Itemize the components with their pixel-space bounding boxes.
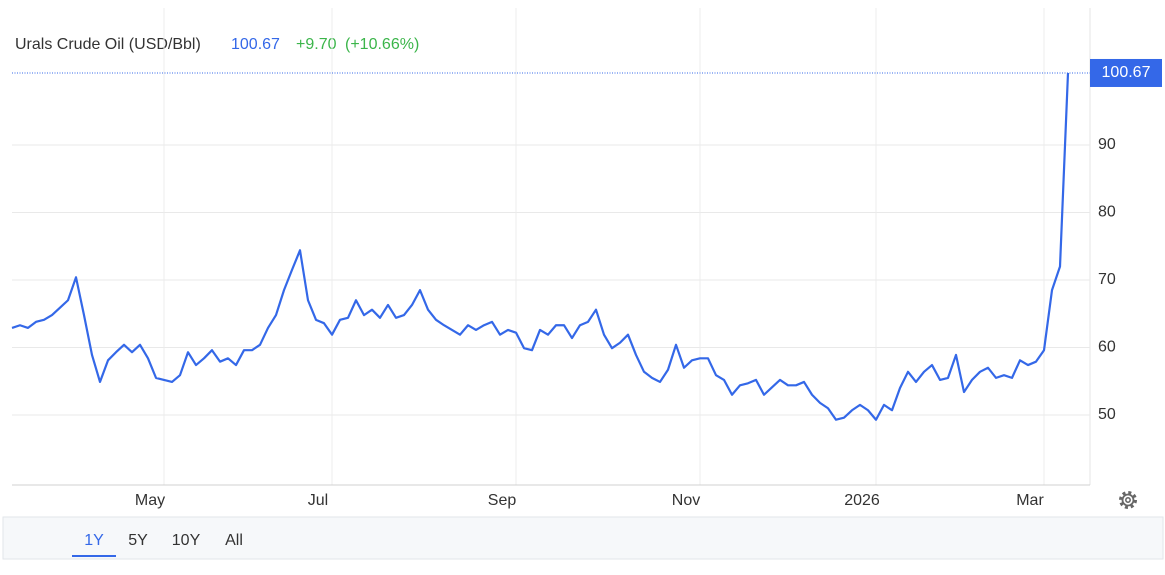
last-value-tag: [1090, 58, 1162, 87]
last-value-tag-label: 100.67: [1102, 64, 1151, 81]
y-tick-label: 70: [1098, 271, 1116, 288]
range-button[interactable]: 1Y: [84, 532, 104, 549]
settings-icon[interactable]: [1119, 491, 1137, 509]
x-tick-label: Nov: [672, 492, 700, 509]
gear-body: [1121, 493, 1135, 507]
range-button[interactable]: 5Y: [128, 532, 148, 549]
x-tick-label: Mar: [1016, 492, 1044, 509]
change-pct: (+10.66%): [345, 36, 419, 53]
gear-hole: [1125, 497, 1131, 503]
active-underline: [72, 555, 116, 557]
range-bar: [2, 516, 1164, 560]
x-tick-label: Jul: [308, 492, 328, 509]
gear-teeth: [1119, 491, 1137, 509]
y-tick-label: 60: [1098, 339, 1116, 356]
y-tick-label: 80: [1098, 204, 1116, 221]
chart-title: Urals Crude Oil (USD/Bbl): [15, 36, 201, 53]
price-line: [11, 72, 1070, 421]
y-tick-label: 90: [1098, 136, 1116, 153]
x-tick-label: Sep: [488, 492, 517, 509]
y-tick-label: 50: [1098, 406, 1116, 423]
x-tick-label: May: [135, 492, 165, 509]
range-button[interactable]: All: [225, 532, 243, 549]
last-value: 100.67: [231, 36, 280, 53]
change: +9.70: [296, 36, 337, 53]
x-tick-label: 2026: [844, 492, 880, 509]
range-button[interactable]: 10Y: [172, 532, 201, 549]
